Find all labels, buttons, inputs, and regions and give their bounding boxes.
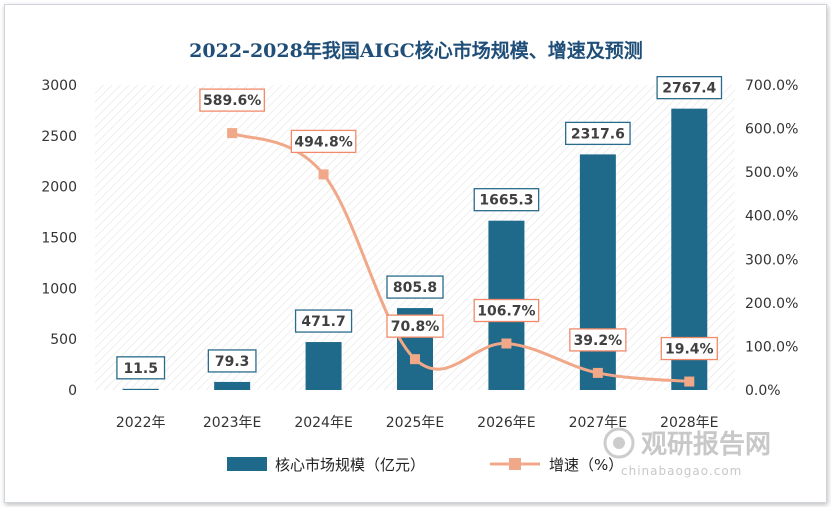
growth-point (318, 169, 329, 180)
left-axis-tick-label: 2000 (41, 180, 77, 196)
bar-label-box (294, 309, 353, 333)
watermark-logo-icon (603, 427, 635, 459)
bar-data-label: 1665.3 (479, 193, 533, 209)
left-axis-tick-label: 3000 (41, 78, 77, 94)
growth-point (410, 354, 420, 365)
line-data-label: 70.8% (391, 319, 440, 335)
left-axis-tick-label: 1500 (41, 231, 77, 247)
legend: 核心市场规模（亿元） 增速（%） (227, 456, 623, 474)
bar-label-box (473, 188, 540, 212)
right-axis-tick-label: 500.0% (745, 165, 798, 181)
right-axis-tick-label: 600.0% (745, 122, 798, 138)
x-axis-tick-label: 2023年E (203, 415, 261, 431)
bar (579, 154, 616, 390)
watermark-brand: 观研报告网 (641, 429, 771, 460)
left-axis-tick-label: 500 (50, 332, 77, 348)
right-axis-tick-label: 700.0% (745, 78, 798, 94)
line-data-label: 106.7% (477, 304, 535, 320)
bar-data-labels: 11.5 79.3 471.7 805.8 1665.3 2317.6 2767.4 (116, 75, 723, 380)
right-axis: 0.0% 100.0% 200.0% 300.0% 400.0% 500.0% 600.0%… (745, 78, 798, 399)
legend-line-label: 增速（%） (549, 456, 623, 474)
right-axis-tick-label: 0.0% (745, 383, 781, 399)
x-axis-tick-label: 2022年 (116, 415, 166, 431)
x-axis-tick-label: 2027年E (569, 415, 627, 431)
growth-point (592, 367, 603, 378)
legend-bar-label: 核心市场规模（亿元） (275, 456, 425, 474)
bar-label-box (386, 275, 444, 299)
line-label-box (290, 129, 357, 154)
growth-point (501, 338, 512, 349)
x-axis-tick-label: 2024年E (294, 415, 352, 431)
line-data-labels: 589.6% 494.8% 70.8% 106.7% 39.2% 19.4% (199, 88, 718, 361)
line-data-label: 494.8% (294, 134, 352, 150)
chart-title: 2022-2028年我国AIGC核心市场规模、增速及预测 (189, 39, 643, 62)
left-axis: 0 500 1000 1500 2000 2500 3000 (41, 78, 77, 399)
bar-data-label: 471.7 (301, 314, 345, 330)
bar (214, 381, 251, 390)
left-axis-tick-label: 1000 (41, 281, 77, 297)
right-axis-tick-label: 100.0% (745, 339, 798, 355)
line-label-box (386, 314, 444, 338)
bar-data-label: 2317.6 (571, 126, 625, 142)
bar-data-label: 2767.4 (662, 81, 716, 97)
left-axis-tick-label: 2500 (41, 129, 77, 145)
chart-frame: 2022-2028年我国AIGC核心市场规模、增速及预测 0 500 1000 150… (4, 4, 827, 503)
growth-point (684, 376, 695, 387)
line-label-box (199, 88, 265, 112)
x-axis-tick-label: 2025年E (386, 415, 444, 431)
growth-line-series (227, 128, 695, 387)
left-axis-tick-label: 0 (68, 383, 77, 399)
bar-label-box (116, 356, 166, 380)
right-axis-tick-label: 400.0% (745, 209, 798, 225)
x-axis-tick-label: 2026年E (477, 415, 535, 431)
line-data-label: 39.2% (574, 333, 623, 349)
watermark-site: chinabaogao.com (621, 464, 742, 478)
bar-data-label: 11.5 (123, 361, 158, 377)
legend-bar-swatch (227, 457, 267, 471)
line-data-label: 589.6% (203, 93, 261, 109)
x-axis-tick-label: 2028年E (660, 415, 718, 431)
bar-data-label: 79.3 (215, 354, 250, 370)
right-axis-tick-label: 300.0% (745, 252, 798, 268)
line-data-label: 19.4% (665, 342, 714, 358)
bar (122, 388, 159, 390)
growth-point (227, 128, 238, 139)
bar (305, 342, 342, 390)
line-label-box (569, 328, 627, 352)
bar-data-label: 805.8 (393, 280, 437, 296)
bar-label-box (565, 121, 631, 146)
legend-line-marker (509, 458, 521, 470)
right-axis-tick-label: 200.0% (745, 296, 798, 312)
bar-label-box (656, 75, 723, 100)
chart-canvas: 2022-2028年我国AIGC核心市场规模、增速及预测 0 500 1000 150… (41, 39, 798, 478)
line-label-box (473, 298, 540, 323)
line-label-box (660, 336, 718, 361)
x-axis: 2022年 2023年E 2024年E 2025年E 2026年E 2027年E 2028年… (116, 415, 719, 431)
bar-label-box (207, 349, 257, 373)
watermark: 观研报告网 chinabaogao.com (603, 427, 771, 478)
